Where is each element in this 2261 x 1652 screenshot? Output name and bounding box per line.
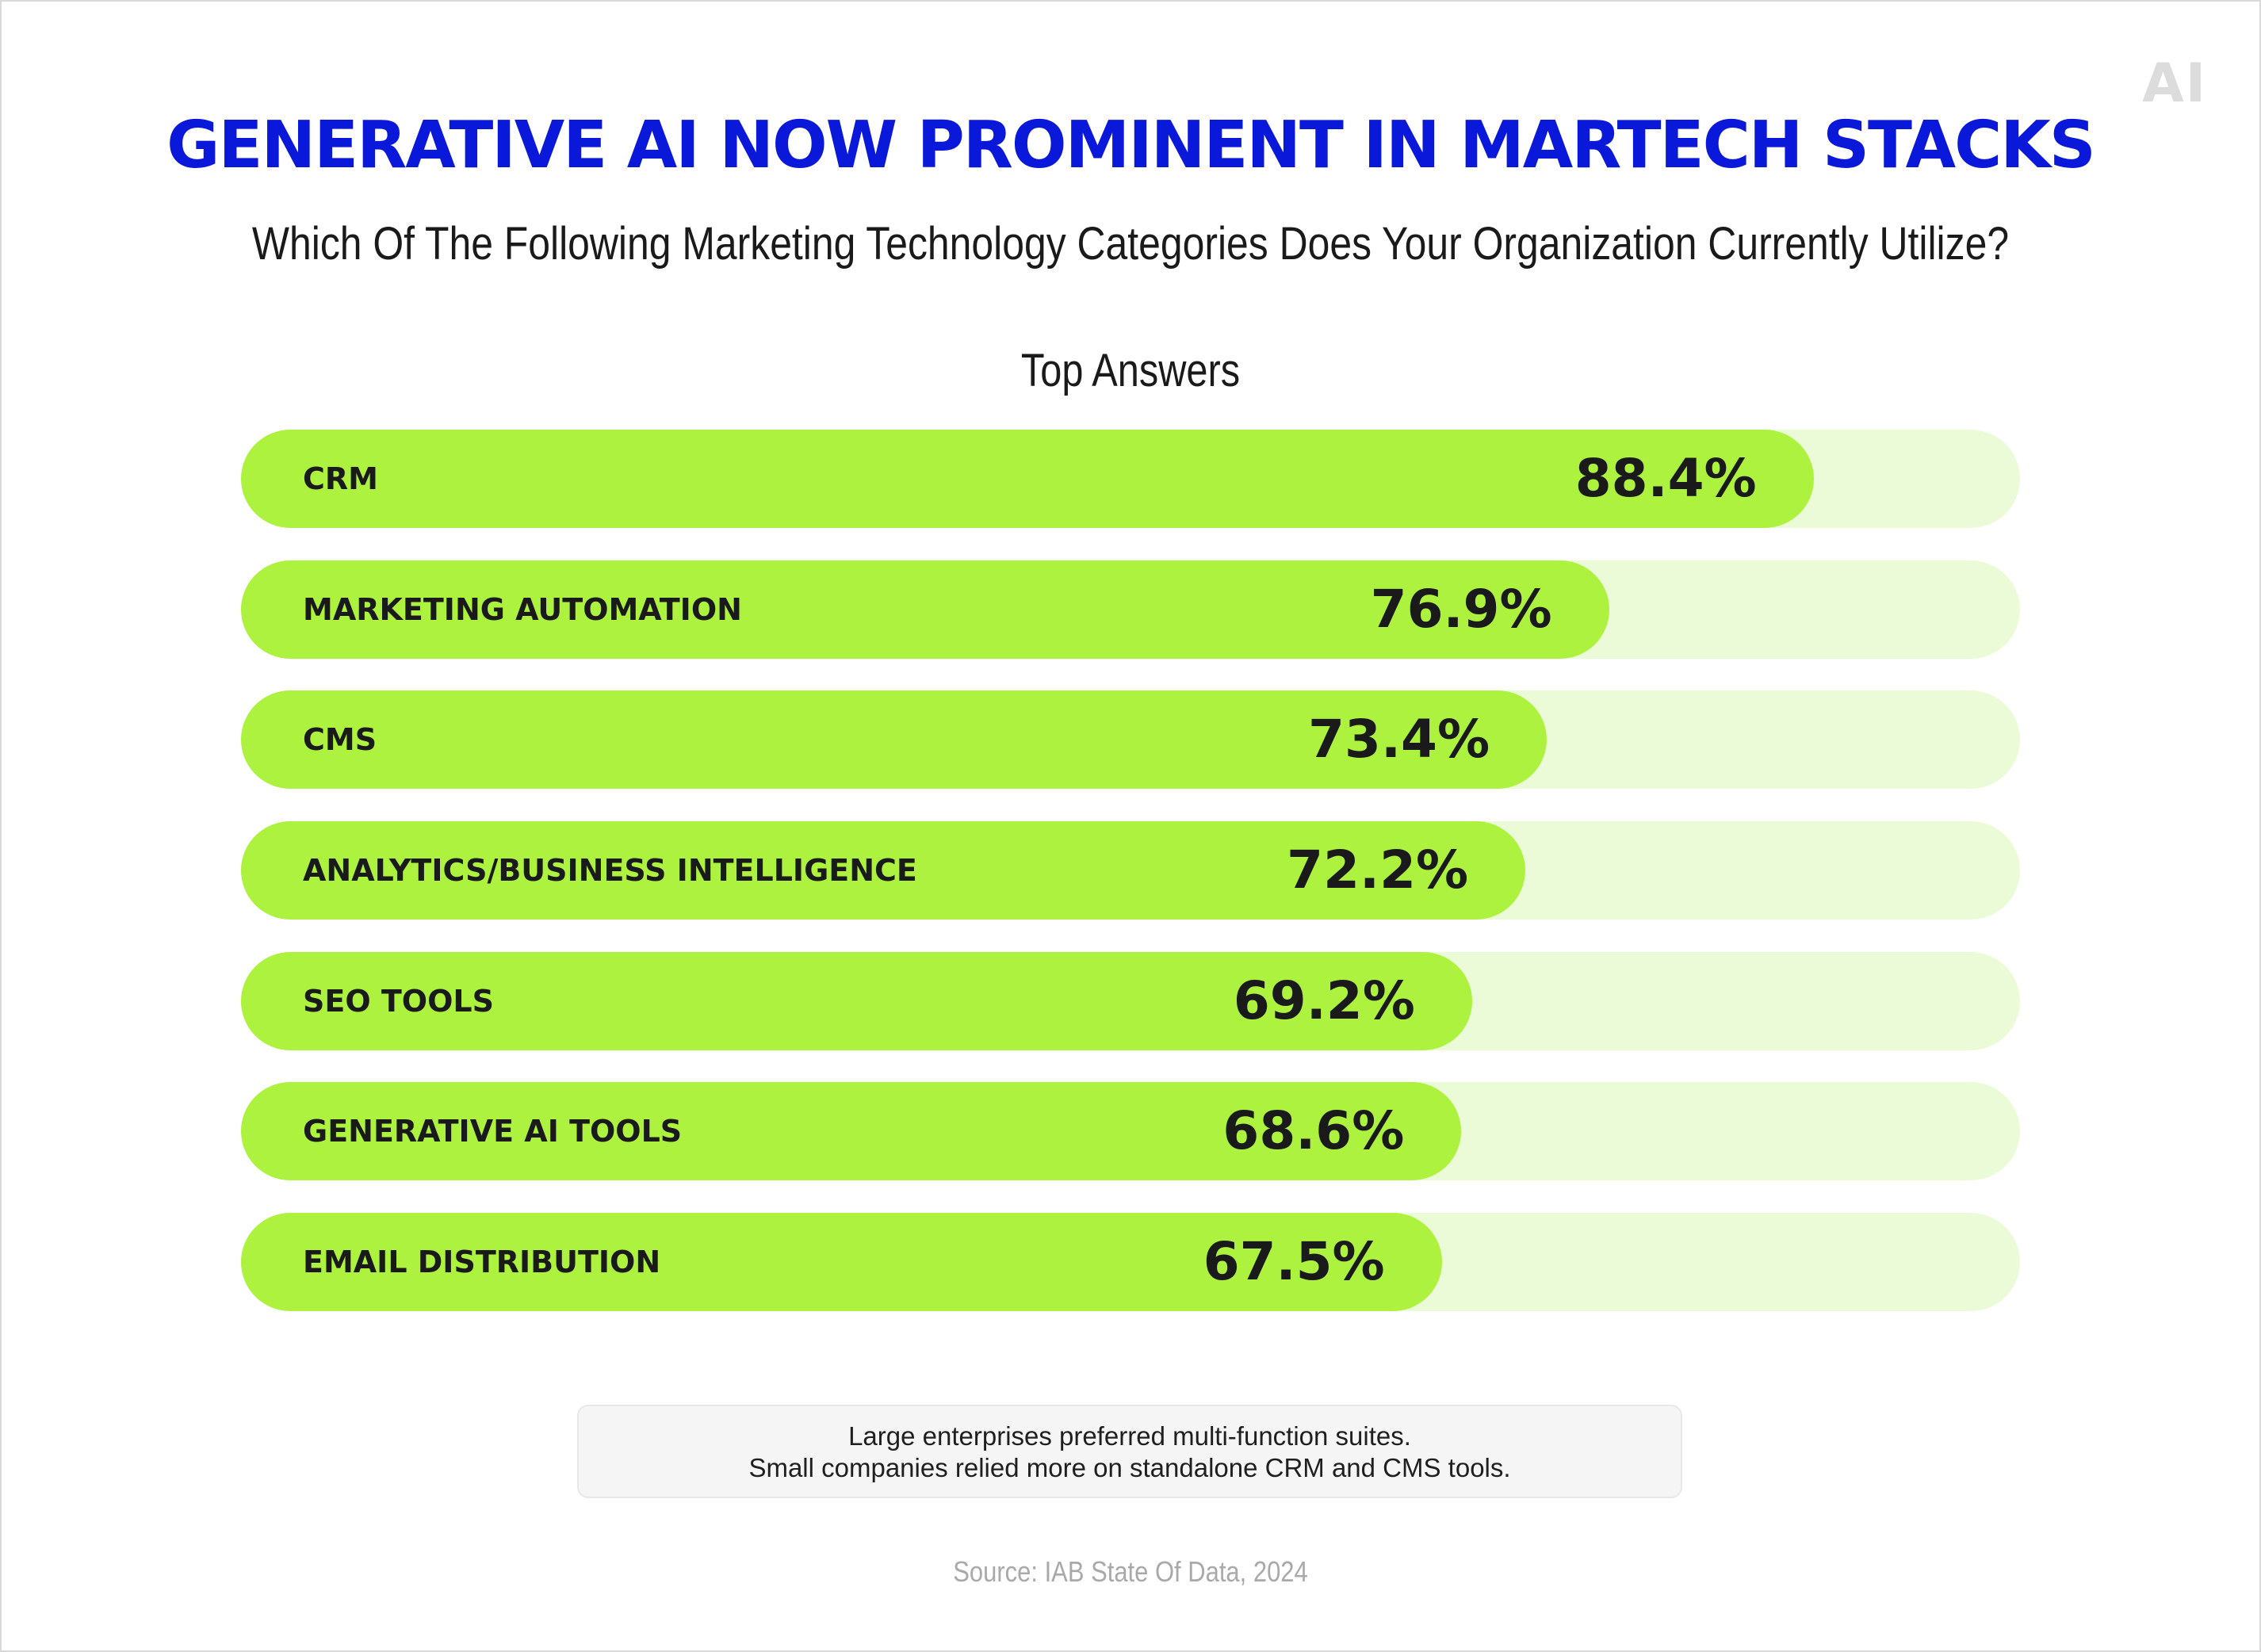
bar-row-3: CMS 73.4% xyxy=(241,690,2020,790)
source-citation: Source: IAB State Of Data, 2024 xyxy=(953,1555,1308,1588)
insight-note-line-1: Large enterprises preferred multi-functi… xyxy=(848,1421,1411,1451)
bar-4 xyxy=(241,821,1526,920)
bar-row-7: EMAIL DISTRIBUTION 67.5% xyxy=(241,1213,2020,1312)
bar-6 xyxy=(241,1082,1462,1181)
bar-chart: CRM 88.4% MARKETING AUTOMATION 76.9% CMS 73.4… xyxy=(241,430,2020,1344)
bar-row-5: SEO TOOLS 69.2% xyxy=(241,951,2020,1050)
bar-1 xyxy=(241,430,1814,528)
bar-value-label-4: 72.2% xyxy=(1287,839,1469,901)
chart-title: Top Answers xyxy=(1020,345,1241,396)
bar-2 xyxy=(241,560,1609,659)
bar-row-2: MARKETING AUTOMATION 76.9% xyxy=(241,560,2020,659)
bar-3 xyxy=(241,690,1548,790)
bar-value-label-5: 69.2% xyxy=(1233,969,1415,1031)
bar-label-6: GENERATIVE AI TOOLS xyxy=(303,1114,683,1149)
bar-row-4: ANALYTICS/BUSINESS INTELLIGENCE 72.2% xyxy=(241,821,2020,920)
bar-label-1: CRM xyxy=(303,461,378,496)
bar-label-4: ANALYTICS/BUSINESS INTELLIGENCE xyxy=(303,853,917,889)
bar-7 xyxy=(241,1213,1442,1312)
ai-logo: AI xyxy=(2142,52,2207,115)
bar-row-1: CRM 88.4% xyxy=(241,430,2020,528)
bar-5 xyxy=(241,951,1472,1050)
page-title: GENERATIVE AI NOW PROMINENT IN MARTECH S… xyxy=(166,108,2096,183)
bar-label-3: CMS xyxy=(303,722,377,758)
bar-value-label-2: 76.9% xyxy=(1370,578,1552,640)
survey-question: Which Of The Following Marketing Technol… xyxy=(251,218,2010,270)
bar-row-6: GENERATIVE AI TOOLS 68.6% xyxy=(241,1082,2020,1181)
bar-value-label-3: 73.4% xyxy=(1308,709,1490,771)
bar-value-label-6: 68.6% xyxy=(1222,1100,1405,1162)
bar-value-label-1: 88.4% xyxy=(1574,448,1757,509)
bar-label-5: SEO TOOLS xyxy=(303,983,494,1019)
insight-note: Large enterprises preferred multi-functi… xyxy=(577,1405,1682,1498)
bar-label-7: EMAIL DISTRIBUTION xyxy=(303,1245,661,1280)
bar-value-label-7: 67.5% xyxy=(1203,1231,1385,1293)
bar-label-2: MARKETING AUTOMATION xyxy=(303,591,742,627)
insight-note-line-2: Small companies relied more on standalon… xyxy=(748,1453,1511,1482)
